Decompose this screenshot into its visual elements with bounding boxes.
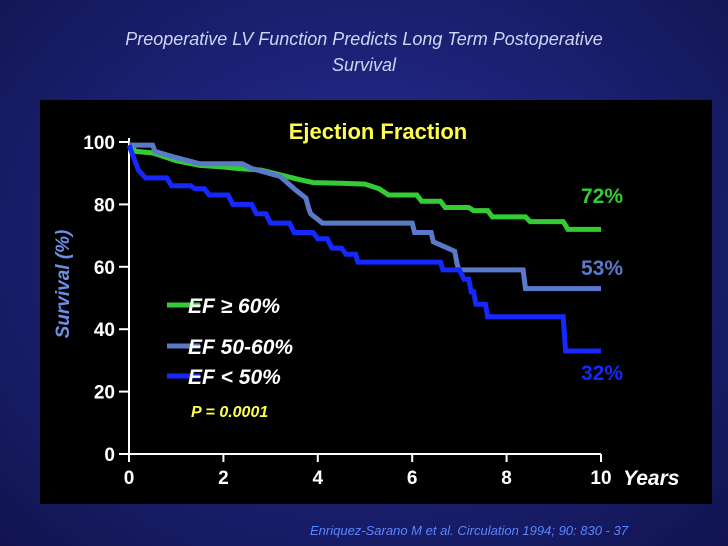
legend-label-1: EF ≥ 60% [188,295,280,318]
y-tick-label: 20 [94,383,115,404]
y-tick-label: 60 [94,258,115,279]
series-line-3 [126,144,601,354]
plot-panel [40,100,712,504]
x-tick-label: 8 [501,468,512,489]
series-end-label-1: 72% [581,185,623,208]
x-tick-label: 10 [590,468,611,489]
legend-label-3: EF < 50% [188,366,281,389]
x-axis-label: Years [623,467,679,490]
legend-label-2: EF 50-60% [188,336,293,359]
y-axis-label: Survival (%) [53,230,74,339]
x-tick-label: 4 [313,468,324,489]
series-end-label-3: 32% [581,362,623,385]
y-tick-label: 0 [104,445,115,466]
series-end-label-2: 53% [581,257,623,280]
x-tick-label: 2 [218,468,229,489]
chart-title: Ejection Fraction [289,119,467,144]
slide-title-line-1: Preoperative LV Function Predicts Long T… [125,29,603,49]
x-tick-label: 6 [407,468,418,489]
slide-title: Preoperative LV Function Predicts Long T… [40,26,688,78]
y-tick-label: 40 [94,320,115,341]
survival-chart: 0 20 40 60 80 100 0 2 4 6 8 10 Years Survival (%) Ejec… [53,119,679,490]
x-tick-label: 0 [124,468,135,489]
y-tick-label: 100 [83,133,115,154]
slide-title-line-2: Survival [331,55,397,75]
citation: Enriquez-Sarano M et al. Circulation 199… [310,523,628,538]
p-value-annotation: P = 0.0001 [191,404,268,421]
y-tick-label: 80 [94,195,115,216]
